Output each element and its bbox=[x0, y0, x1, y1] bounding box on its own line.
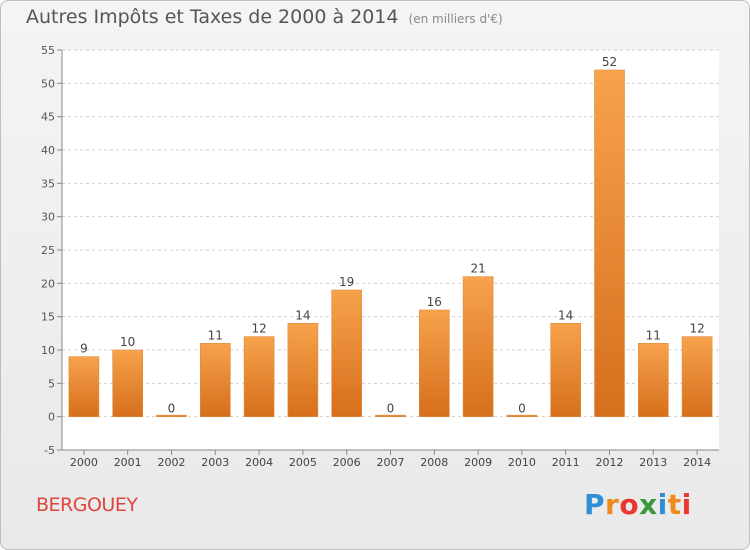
y-tick-label: 35 bbox=[41, 177, 55, 190]
bar-2004 bbox=[243, 336, 275, 417]
x-tick-label-2006: 2006 bbox=[333, 456, 361, 469]
bar-2014 bbox=[681, 336, 713, 417]
proxiti-logo: Proxiti bbox=[584, 488, 692, 521]
y-tick-label: 15 bbox=[41, 311, 55, 324]
x-tick-label-2009: 2009 bbox=[464, 456, 492, 469]
bar-2011 bbox=[550, 323, 582, 417]
data-label-2000: 9 bbox=[80, 342, 88, 356]
bar-2000 bbox=[68, 356, 100, 417]
data-label-2011: 14 bbox=[558, 308, 573, 322]
data-label-2002: 0 bbox=[168, 402, 176, 416]
chart-subtitle: (en milliers d'€) bbox=[408, 12, 503, 26]
chart-title-text: Autres Impôts et Taxes de 2000 à 2014 bbox=[26, 6, 399, 28]
x-tick-label-2001: 2001 bbox=[114, 456, 142, 469]
data-label-2005: 14 bbox=[295, 308, 310, 322]
logo-letter: t bbox=[667, 488, 682, 521]
y-tick-label: 30 bbox=[41, 211, 55, 224]
bar-2005 bbox=[287, 323, 319, 417]
bar-2008 bbox=[418, 309, 450, 417]
y-tick-label: 5 bbox=[48, 377, 55, 390]
x-tick-label-2003: 2003 bbox=[201, 456, 229, 469]
y-tick-label: 0 bbox=[48, 411, 55, 424]
logo-letter: i bbox=[657, 488, 668, 521]
data-label-2003: 11 bbox=[208, 328, 223, 342]
y-tick-label: 55 bbox=[41, 44, 55, 57]
y-tick-label: 25 bbox=[41, 244, 55, 257]
bar-2001 bbox=[112, 349, 143, 417]
y-tick-label: 45 bbox=[41, 111, 55, 124]
bar-2013 bbox=[637, 343, 669, 417]
bar-2006 bbox=[331, 289, 363, 417]
y-tick-label: 10 bbox=[41, 344, 55, 357]
y-tick-label: 40 bbox=[41, 144, 55, 157]
data-label-2004: 12 bbox=[251, 322, 266, 336]
y-tick-label: 20 bbox=[41, 277, 55, 290]
x-tick-label-2014: 2014 bbox=[683, 456, 711, 469]
x-tick-label-2008: 2008 bbox=[420, 456, 448, 469]
data-label-2008: 16 bbox=[427, 295, 442, 309]
x-tick-label-2004: 2004 bbox=[245, 456, 273, 469]
y-tick-label: 50 bbox=[41, 77, 55, 90]
x-tick-label-2010: 2010 bbox=[508, 456, 536, 469]
logo-letter: x bbox=[639, 488, 658, 521]
data-label-2012: 52 bbox=[602, 55, 617, 69]
bar-2012 bbox=[594, 69, 625, 417]
commune-name: BERGOUEY bbox=[36, 494, 138, 516]
logo-letter: i bbox=[681, 488, 692, 521]
data-label-2009: 21 bbox=[470, 262, 485, 276]
x-tick-label-2012: 2012 bbox=[596, 456, 624, 469]
data-label-2006: 19 bbox=[339, 275, 354, 289]
bar-2002 bbox=[156, 414, 187, 417]
data-label-2014: 12 bbox=[689, 322, 704, 336]
x-tick-label-2011: 2011 bbox=[552, 456, 580, 469]
y-tick-label: -5 bbox=[44, 444, 55, 457]
x-tick-label-2002: 2002 bbox=[158, 456, 186, 469]
data-label-2013: 11 bbox=[646, 328, 661, 342]
data-label-2010: 0 bbox=[518, 402, 526, 416]
logo-letter: P bbox=[584, 488, 606, 521]
x-tick-label-2013: 2013 bbox=[639, 456, 667, 469]
chart-title: Autres Impôts et Taxes de 2000 à 2014 (e… bbox=[26, 6, 503, 28]
bar-2009 bbox=[462, 276, 494, 417]
logo-letter: r bbox=[605, 488, 620, 521]
data-label-2001: 10 bbox=[120, 335, 135, 349]
x-tick-label-2000: 2000 bbox=[70, 456, 98, 469]
data-label-2007: 0 bbox=[387, 402, 395, 416]
bar-2010 bbox=[506, 414, 538, 417]
logo-letter: o bbox=[619, 488, 640, 521]
x-tick-label-2007: 2007 bbox=[377, 456, 405, 469]
bar-2003 bbox=[200, 343, 231, 417]
x-tick-label-2005: 2005 bbox=[289, 456, 317, 469]
bar-2007 bbox=[375, 414, 406, 417]
